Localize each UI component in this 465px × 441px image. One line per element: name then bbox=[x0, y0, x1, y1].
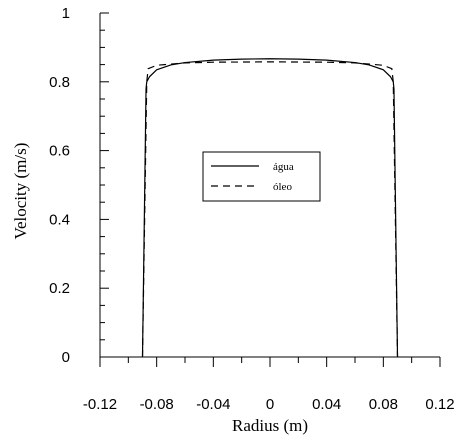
y-tick-label: 0.6 bbox=[49, 143, 70, 160]
y-tick-label: 0.2 bbox=[49, 280, 70, 297]
x-tick-label: -0.04 bbox=[196, 396, 230, 413]
x-axis-label: Radius (m) bbox=[232, 416, 308, 435]
x-tick-label: 0 bbox=[266, 396, 274, 413]
legend-label-1: água bbox=[273, 161, 294, 173]
legend: água óleo bbox=[202, 151, 321, 202]
series-layer bbox=[141, 58, 399, 358]
y-axis-label: Velocity (m/s) bbox=[11, 143, 30, 240]
y-tick-label: 0.8 bbox=[49, 74, 70, 91]
y-tick-label: 1 bbox=[62, 5, 70, 22]
x-tick-label: 0.12 bbox=[425, 396, 454, 413]
series-line-2 bbox=[141, 61, 399, 358]
y-tick-label: 0 bbox=[62, 349, 70, 366]
legend-box bbox=[202, 151, 321, 202]
x-tick-label: 0.04 bbox=[312, 396, 341, 413]
x-tick-label: -0.12 bbox=[83, 396, 117, 413]
y-tick-label: 0.4 bbox=[49, 211, 70, 228]
series-line-1 bbox=[141, 58, 399, 358]
x-tick-label: -0.08 bbox=[140, 396, 174, 413]
legend-label-2: óleo bbox=[273, 181, 292, 193]
x-tick-label: 0.08 bbox=[369, 396, 398, 413]
axes: 0 0.2 0.4 0.6 0.8 1 -0.12 -0.08 -0.04 0 0.04 0.08 0.… bbox=[49, 5, 454, 413]
